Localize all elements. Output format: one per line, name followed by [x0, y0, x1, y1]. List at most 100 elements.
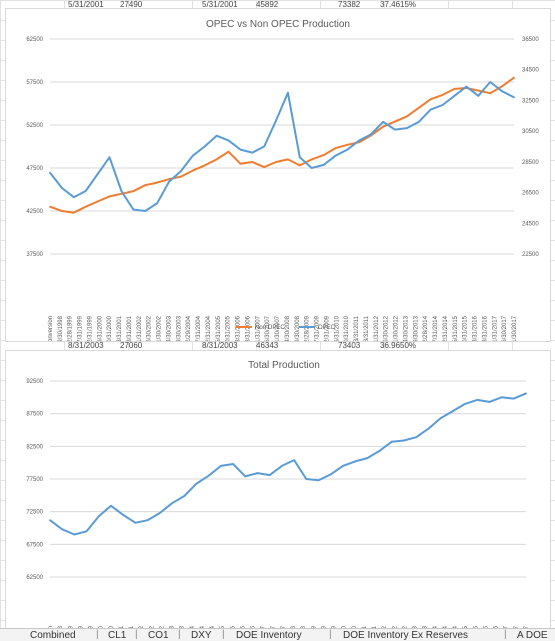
- x-tick-label: 6/30/2002: [147, 315, 153, 341]
- data-point: [322, 154, 325, 157]
- x-tick-label: 6/30/2007: [265, 315, 271, 341]
- y-tick-label: 87500: [26, 412, 43, 418]
- cell[interactable]: 8/31/2003: [202, 341, 238, 350]
- data-point: [441, 104, 444, 106]
- data-point: [263, 166, 266, 169]
- data-point: [156, 202, 159, 205]
- data-point: [370, 133, 373, 136]
- x-tick-label: 2/28/2014: [423, 315, 429, 341]
- data-point: [453, 88, 456, 90]
- x-tick-label: 11/30/2017: [512, 315, 518, 341]
- sheet-tab-co1[interactable]: CO1: [148, 630, 169, 641]
- x-tick-label: 6/30/2017: [502, 315, 508, 341]
- y-tick-label: 82500: [26, 444, 43, 450]
- x-tick-label: 9/30/2003: [176, 315, 182, 341]
- data-point: [415, 436, 418, 439]
- x-tick-label: 3/31/2011: [354, 315, 360, 341]
- x-tick-label: 1/31/2002: [139, 625, 145, 629]
- x-tick-label: 7/31/1999: [78, 315, 84, 341]
- x-tick-label: 6/30/2007: [271, 625, 277, 629]
- y-tick-label-right: 24500: [522, 221, 539, 227]
- data-point: [382, 125, 384, 128]
- x-tick-label: 9/30/2013: [423, 625, 429, 629]
- y-tick-label: 67500: [26, 542, 43, 548]
- data-point: [476, 399, 479, 401]
- cell[interactable]: 27490: [120, 0, 143, 9]
- x-tick-label: 12/31/2004: [206, 315, 212, 341]
- x-tick-label: 2/29/2004: [190, 625, 196, 629]
- cell[interactable]: 46343: [256, 341, 279, 350]
- data-point: [464, 403, 466, 405]
- opec-chart[interactable]: OPEC vs Non OPEC Production 37500 42500 47…: [5, 8, 551, 342]
- total-production-chart[interactable]: Total Production 62500 67500 72500 77500 825…: [5, 350, 551, 630]
- x-tick-label: 5/31/2000: [97, 315, 103, 341]
- data-point: [239, 148, 242, 151]
- x-tick-label: 9/30/2013: [413, 315, 419, 341]
- x-tick-label: 3/31/2006: [240, 625, 246, 629]
- cell[interactable]: 37.4615%: [380, 0, 417, 9]
- data-point: [287, 158, 289, 161]
- series-group: [49, 392, 527, 536]
- sheet-tab-cl1[interactable]: CL1: [108, 630, 127, 641]
- sheet-tab-combined[interactable]: Combined: [30, 630, 76, 641]
- cell[interactable]: 8/31/2003: [68, 341, 104, 350]
- x-tick-label: 4/30/2008: [285, 315, 291, 341]
- cell[interactable]: 73403: [338, 341, 361, 350]
- y-tick-label-right: 28500: [522, 160, 539, 166]
- data-point: [465, 85, 468, 88]
- sheet-tab-a-doe[interactable]: A DOE: [517, 630, 548, 641]
- x-tick-label: 9/30/1998: [58, 625, 64, 629]
- x-tick-label: 11/30/2007: [281, 625, 287, 629]
- y-tick-label-right: 22500: [522, 252, 539, 258]
- data-point: [49, 205, 51, 208]
- y-tick-label-right: 30500: [522, 129, 539, 135]
- data-point: [168, 178, 170, 181]
- cell[interactable]: 45892: [256, 0, 279, 9]
- data-point: [382, 121, 384, 123]
- data-point: [195, 482, 198, 485]
- x-tick-label: 2/28/2009: [305, 315, 311, 341]
- data-point: [275, 161, 277, 163]
- y-tick-label-left: 37500: [26, 252, 43, 258]
- data-point: [427, 427, 430, 430]
- y-tick-label-left: 42500: [26, 209, 43, 215]
- sheet-tab-doe-inventory-ex-reserves[interactable]: DOE Inventory Ex Reserves: [343, 630, 469, 641]
- data-point: [156, 181, 159, 184]
- x-axis-labels: #N/A Conversion 9/30/1998 2/28/1999 7/31/19…: [48, 625, 530, 629]
- data-point: [110, 504, 112, 507]
- data-point: [251, 151, 254, 154]
- x-tick-label: 4/30/2008: [291, 625, 297, 629]
- sheet-tab-dxy[interactable]: DXY: [191, 630, 212, 641]
- data-point: [122, 514, 125, 516]
- data-point: [96, 200, 99, 203]
- cell[interactable]: 73382: [338, 0, 361, 9]
- x-tick-label: 6/30/2012: [384, 315, 390, 341]
- data-point: [451, 410, 454, 412]
- x-tick-label: 3/31/2001: [119, 625, 125, 629]
- data-point: [390, 440, 393, 443]
- data-point: [500, 396, 503, 399]
- data-point: [85, 530, 88, 533]
- x-tick-label: 10/31/2005: [226, 315, 232, 341]
- x-tick-label: 7/31/2004: [200, 625, 206, 629]
- x-tick-label: 6/30/2002: [149, 625, 155, 629]
- sheet-tab-doe-inventory[interactable]: DOE Inventory: [236, 630, 302, 641]
- y-tick-label-right: 36500: [522, 37, 539, 43]
- cell[interactable]: 27060: [120, 341, 143, 350]
- data-point: [394, 120, 396, 123]
- cell[interactable]: 5/31/2001: [68, 0, 104, 9]
- legend[interactable]: Non OPEC OPEC: [236, 325, 336, 331]
- cell[interactable]: 36.9650%: [380, 341, 417, 350]
- y-tick-label-right: 26500: [522, 191, 539, 197]
- data-point: [203, 164, 206, 167]
- x-tick-label: 3/31/2001: [117, 315, 123, 341]
- cell[interactable]: 5/31/2001: [202, 0, 238, 9]
- x-tick-label: 12/31/2009: [332, 625, 338, 629]
- x-tick-label: #N/A Conversion: [48, 626, 54, 629]
- x-tick-label: 5/31/2015: [453, 315, 459, 341]
- gridlines: [50, 38, 514, 255]
- x-tick-label: 8/31/2006: [245, 315, 251, 341]
- total-chart-svg: Total Production 62500 67500 72500 77500 825…: [26, 360, 530, 629]
- y-tick-label-left: 57500: [26, 80, 43, 86]
- data-point: [342, 465, 344, 467]
